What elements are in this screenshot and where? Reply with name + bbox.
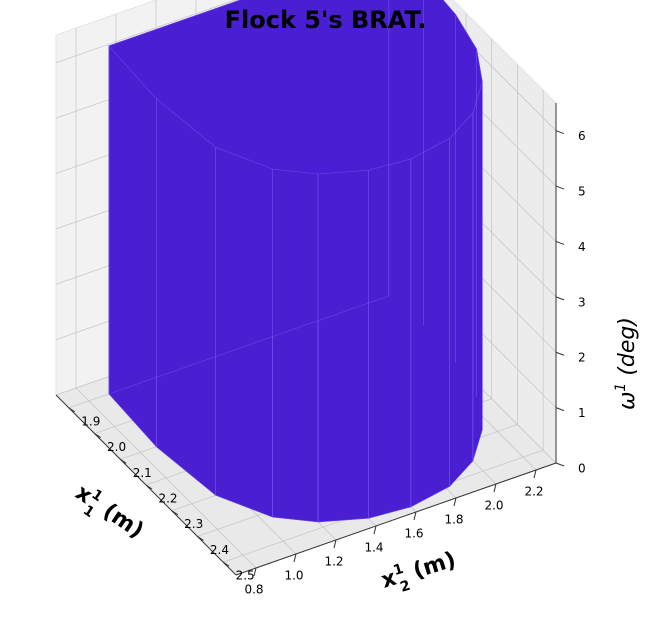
z-tick-mark — [555, 296, 565, 301]
y-tick-label: 1.8 — [444, 513, 463, 527]
z-tick-label: 6 — [578, 129, 586, 143]
z-tick-mark — [555, 407, 565, 412]
x-tick-label: 2.4 — [210, 543, 229, 557]
surface-side-face — [410, 137, 451, 508]
z-tick-label: 1 — [578, 406, 586, 420]
y-tick-label: 0.8 — [244, 583, 263, 597]
z-tick-label: 5 — [578, 185, 586, 199]
surface-plot — [108, 0, 483, 523]
y-tick-mark — [253, 567, 257, 577]
grid-line-z-left — [55, 0, 237, 64]
x-tick-mark — [68, 407, 76, 413]
x-tick-label: 2.1 — [133, 466, 152, 480]
z-tick-label: 0 — [578, 462, 586, 476]
x-tick-label: 2.0 — [107, 440, 126, 454]
x-tick-mark — [94, 433, 101, 438]
y-tick-label: 2.2 — [524, 485, 543, 499]
chart-title: Flock 5's BRAT. — [224, 6, 427, 34]
y-tick-label: 1.2 — [324, 555, 343, 569]
x-tick-label: 1.9 — [81, 414, 100, 428]
y-tick-mark — [533, 469, 537, 479]
y-tick-mark — [373, 525, 377, 535]
x-tick-mark — [222, 561, 230, 567]
z-tick-label: 4 — [578, 240, 586, 254]
y-axis-label: x12 (m) — [378, 546, 461, 601]
y-axis-line — [235, 462, 557, 576]
y-tick-mark — [293, 553, 297, 563]
z-tick-mark — [555, 351, 565, 356]
surface-side-face — [472, 81, 483, 461]
y-tick-label: 1.4 — [364, 541, 383, 555]
x-tick-label: 2.5 — [236, 569, 255, 583]
z-tick-mark — [555, 240, 565, 245]
z-tick-mark — [555, 185, 565, 190]
x-tick-mark — [120, 458, 127, 464]
z-axis-label: ω1 (deg) — [613, 317, 640, 410]
x-tick-mark — [171, 510, 178, 516]
y-tick-label: 1.0 — [284, 569, 303, 583]
z-tick-label: 2 — [578, 351, 586, 365]
y-tick-mark — [493, 483, 497, 493]
y-tick-mark — [413, 511, 417, 521]
z-tick-mark — [555, 130, 565, 135]
x-tick-label: 2.2 — [158, 492, 177, 506]
y-tick-mark — [333, 539, 337, 549]
y-tick-mark — [453, 497, 457, 507]
x-tick-mark — [145, 484, 153, 490]
y-tick-label: 2.0 — [484, 499, 503, 513]
grid-line-y-floor — [75, 387, 257, 569]
x-tick-label: 2.3 — [184, 517, 203, 531]
x-tick-mark — [197, 536, 204, 541]
tick-marks: 1.9 2.0 2.1 2.2 2.3 2.4 2.50.8 1.0 1.2 1.4 1.6 1.8 2… — [68, 129, 586, 597]
y-tick-label: 1.6 — [404, 527, 423, 541]
surface-side-face — [449, 112, 474, 488]
z-tick-mark — [555, 462, 565, 467]
z-tick-label: 3 — [578, 295, 586, 309]
x-axis-label: x11 (m) — [67, 479, 149, 550]
